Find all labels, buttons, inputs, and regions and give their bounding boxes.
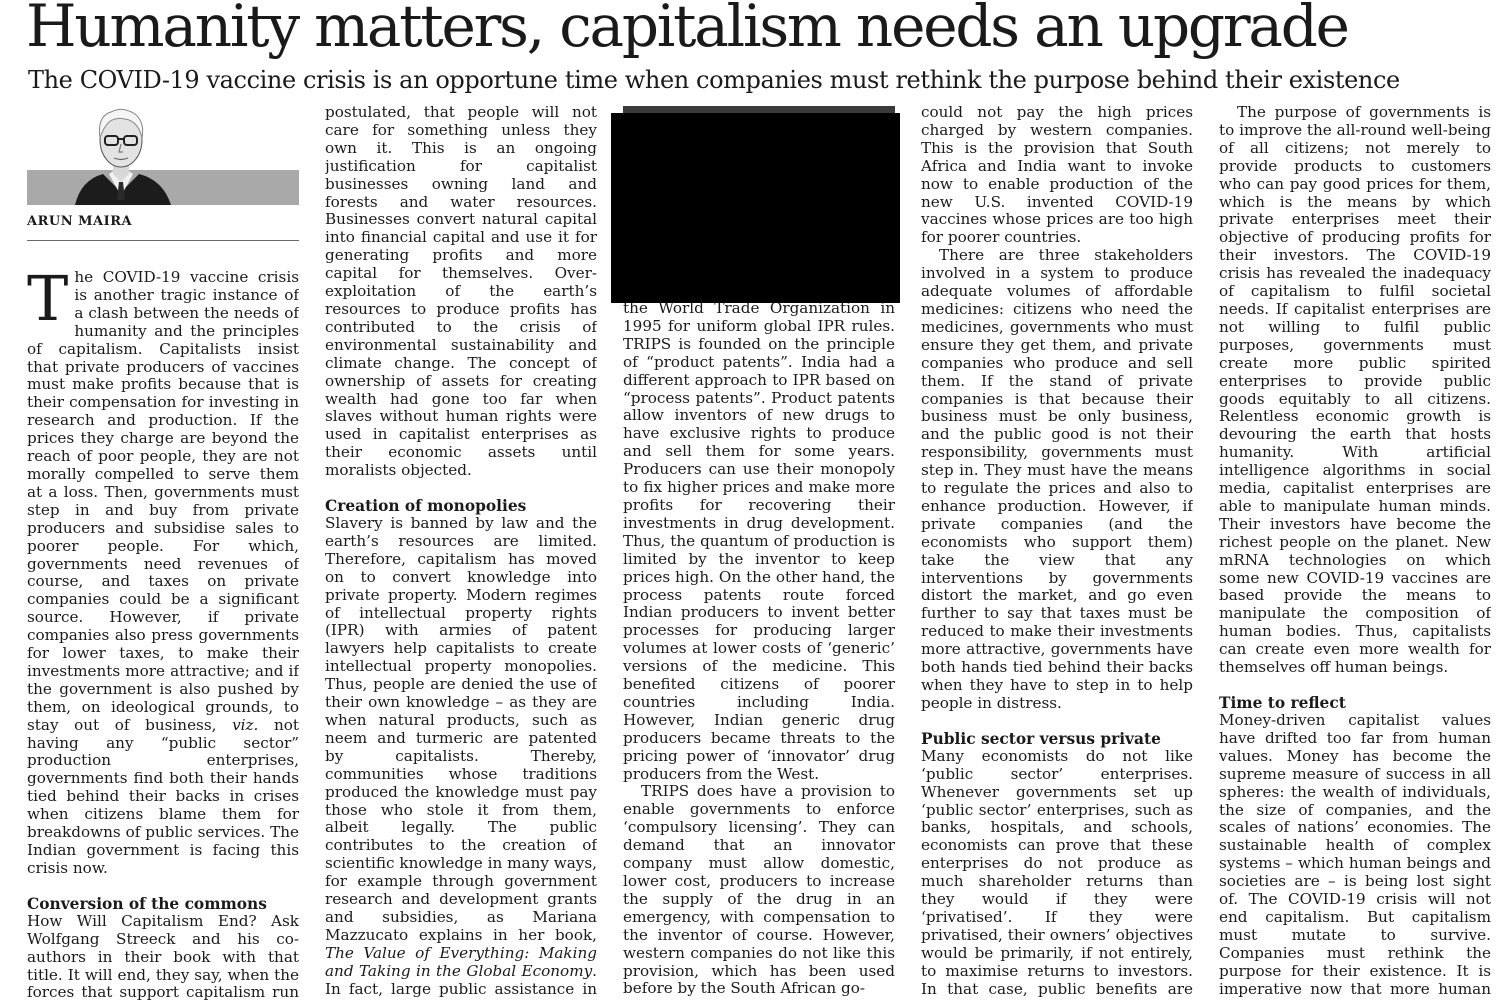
subheadline: The COVID-19 vaccine crisis is an opport… bbox=[28, 66, 1400, 94]
author-portrait-icon bbox=[75, 108, 171, 205]
section-heading: Creation of monopolies bbox=[325, 497, 527, 516]
article-paragraph: Money-driven capitalist values have drif… bbox=[1219, 711, 1491, 1000]
image-frame-edge bbox=[623, 106, 895, 114]
section-heading: Conversion of the commons bbox=[27, 894, 267, 913]
article-paragraph: the World Trade Organization in 1995 for… bbox=[623, 299, 895, 783]
section-heading: Time to reflect bbox=[1219, 694, 1346, 712]
column-3: the World Trade Organization in 1995 for… bbox=[623, 104, 895, 1000]
section-heading: Public sector versus private bbox=[921, 729, 1161, 748]
article-paragraph: The purpose of governments is to improve… bbox=[1219, 104, 1491, 677]
headline: Humanity matters, capitalism needs an up… bbox=[26, 0, 1350, 60]
article-paragraph: could not pay the high prices charged by… bbox=[921, 104, 1193, 247]
article-paragraph: TRIPS does have a provision to enable go… bbox=[623, 782, 895, 998]
article-paragraph: postulated, that people will not care fo… bbox=[325, 104, 597, 480]
redacted-image bbox=[611, 113, 900, 303]
drop-cap: T bbox=[27, 262, 69, 335]
article-paragraph: There are three stakeholders involved in… bbox=[921, 246, 1193, 712]
author-byline: ARUN MAIRA bbox=[27, 214, 299, 241]
column-4: could not pay the high prices charged by… bbox=[921, 104, 1193, 1000]
article-paragraph: Slavery is banned by law and the earth’s… bbox=[325, 514, 597, 1000]
article-paragraph: Many economists do not like ‘public sect… bbox=[921, 746, 1193, 1000]
author-photo bbox=[27, 104, 299, 205]
article-paragraph: How Will Capitalism End? Ask Wolfgang St… bbox=[27, 911, 299, 1000]
column-5: The purpose of governments is to improve… bbox=[1219, 104, 1491, 1000]
column-2: postulated, that people will not care fo… bbox=[325, 104, 597, 1000]
